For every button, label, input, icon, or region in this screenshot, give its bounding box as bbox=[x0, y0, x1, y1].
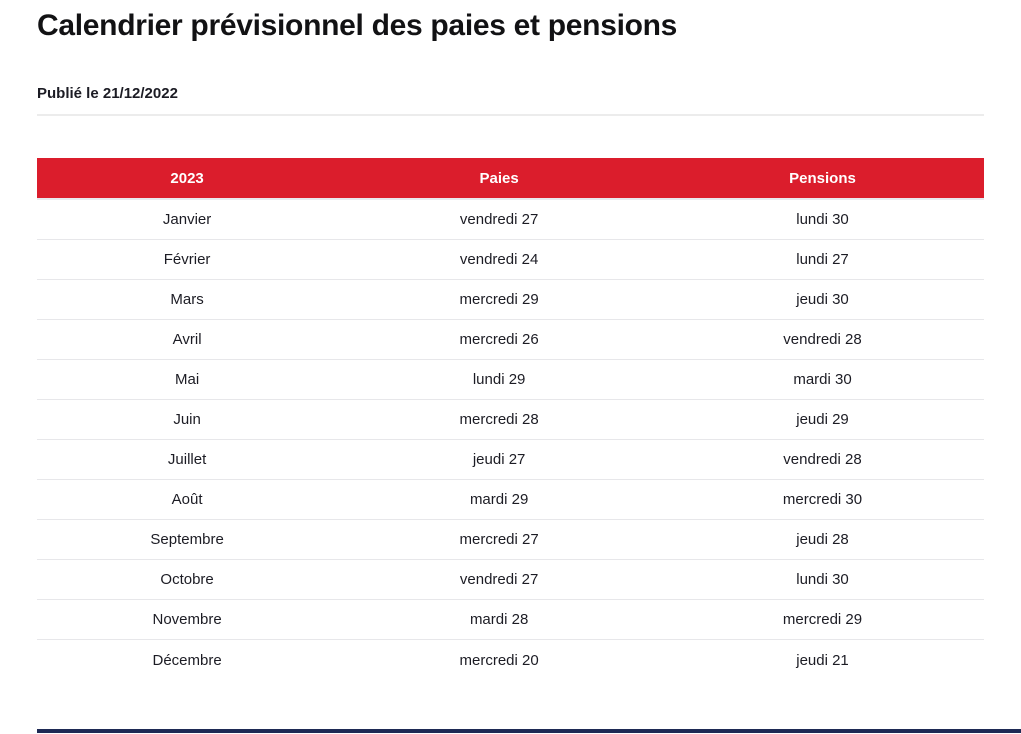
cell-month: Janvier bbox=[162, 211, 212, 228]
cell-pensions: lundi 27 bbox=[796, 251, 849, 268]
cell-pensions: jeudi 21 bbox=[796, 651, 849, 669]
cell-paies: mercredi 20 bbox=[459, 651, 539, 669]
header-divider bbox=[37, 114, 984, 116]
column-header-year: 2023 bbox=[170, 169, 204, 187]
page-title: Calendrier prévisionnel des paies et pen… bbox=[37, 9, 678, 42]
cell-paies: mercredi 26 bbox=[459, 331, 539, 348]
cell-month: Novembre bbox=[152, 611, 222, 628]
cell-month: Août bbox=[171, 491, 203, 508]
cell-pensions: jeudi 28 bbox=[796, 531, 849, 548]
column-header-paies: Paies bbox=[479, 169, 519, 187]
table-row: Février vendredi 24 lundi 27 bbox=[37, 240, 984, 280]
cell-pensions: jeudi 30 bbox=[796, 291, 849, 308]
cell-pensions: jeudi 29 bbox=[796, 411, 849, 428]
cell-paies: mardi 28 bbox=[469, 611, 529, 628]
table-row: Juillet jeudi 27 vendredi 28 bbox=[37, 440, 984, 480]
cell-pensions: vendredi 28 bbox=[783, 451, 862, 468]
table-row: Décembre mercredi 20 jeudi 21 bbox=[37, 640, 984, 680]
cell-month: Mars bbox=[170, 291, 204, 308]
cell-paies: vendredi 24 bbox=[459, 251, 539, 268]
cell-paies: mardi 29 bbox=[469, 491, 529, 508]
table-row: Août mardi 29 mercredi 30 bbox=[37, 480, 984, 520]
table-row: Mai lundi 29 mardi 30 bbox=[37, 360, 984, 400]
calendar-table: 2023 Paies Pensions Janvier vendredi 27 … bbox=[37, 158, 984, 680]
cell-month: Octobre bbox=[160, 571, 214, 588]
table-body: Janvier vendredi 27 lundi 30 Février ven… bbox=[37, 200, 984, 680]
table-row: Mars mercredi 29 jeudi 30 bbox=[37, 280, 984, 320]
cell-month: Avril bbox=[172, 331, 202, 348]
cell-pensions: lundi 30 bbox=[796, 211, 849, 228]
cell-month: Mai bbox=[175, 371, 200, 388]
table-row: Juin mercredi 28 jeudi 29 bbox=[37, 400, 984, 440]
cell-paies: lundi 29 bbox=[472, 371, 526, 388]
cell-month: Février bbox=[163, 251, 211, 268]
table-row: Janvier vendredi 27 lundi 30 bbox=[37, 200, 984, 240]
cell-pensions: mercredi 30 bbox=[782, 491, 863, 508]
cell-paies: jeudi 27 bbox=[472, 451, 526, 468]
footer-accent-line bbox=[37, 729, 1021, 733]
cell-paies: mercredi 28 bbox=[459, 411, 539, 428]
cell-paies: mercredi 29 bbox=[459, 291, 539, 308]
cell-paies: vendredi 27 bbox=[459, 571, 539, 588]
table-row: Avril mercredi 26 vendredi 28 bbox=[37, 320, 984, 360]
cell-month: Juillet bbox=[167, 451, 207, 468]
table-row: Octobre vendredi 27 lundi 30 bbox=[37, 560, 984, 600]
cell-month: Juin bbox=[173, 411, 201, 428]
cell-pensions: mercredi 29 bbox=[782, 611, 863, 628]
table-row: Novembre mardi 28 mercredi 29 bbox=[37, 600, 984, 640]
cell-pensions: mardi 30 bbox=[793, 371, 852, 388]
cell-paies: vendredi 27 bbox=[459, 211, 539, 228]
cell-pensions: lundi 30 bbox=[796, 571, 849, 588]
published-date: Publié le 21/12/2022 bbox=[37, 85, 178, 102]
cell-paies: mercredi 27 bbox=[459, 531, 539, 548]
cell-month: Septembre bbox=[150, 531, 224, 548]
cell-month: Décembre bbox=[152, 651, 222, 669]
table-header-row: 2023 Paies Pensions bbox=[37, 158, 984, 200]
table-row: Septembre mercredi 27 jeudi 28 bbox=[37, 520, 984, 560]
column-header-pensions: Pensions bbox=[789, 169, 856, 187]
cell-pensions: vendredi 28 bbox=[783, 331, 862, 348]
